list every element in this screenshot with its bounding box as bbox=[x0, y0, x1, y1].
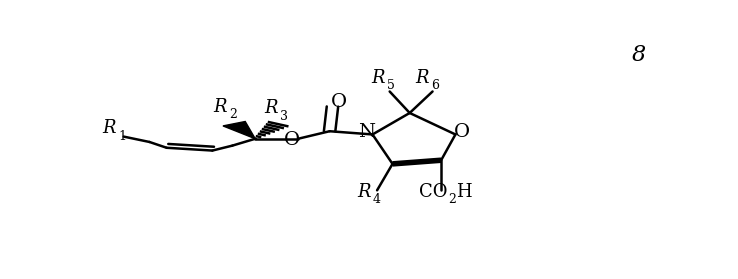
Text: 8: 8 bbox=[632, 44, 646, 66]
Text: O: O bbox=[455, 123, 470, 141]
Text: 2: 2 bbox=[448, 193, 456, 206]
Text: 2: 2 bbox=[230, 108, 238, 121]
Text: 4: 4 bbox=[373, 193, 381, 206]
Text: O: O bbox=[284, 131, 300, 149]
Text: R: R bbox=[264, 99, 277, 117]
Text: R: R bbox=[103, 119, 116, 137]
Text: R: R bbox=[213, 98, 227, 116]
Text: 3: 3 bbox=[280, 110, 288, 123]
Text: R: R bbox=[371, 69, 384, 87]
Text: 5: 5 bbox=[387, 79, 396, 92]
Polygon shape bbox=[223, 121, 255, 139]
Text: H: H bbox=[456, 183, 472, 201]
Text: 6: 6 bbox=[432, 79, 439, 92]
Text: O: O bbox=[331, 93, 348, 111]
Text: CO: CO bbox=[419, 183, 448, 201]
Text: 1: 1 bbox=[119, 130, 126, 143]
Text: N: N bbox=[358, 123, 376, 141]
Text: R: R bbox=[357, 183, 370, 201]
Text: R: R bbox=[415, 69, 429, 87]
